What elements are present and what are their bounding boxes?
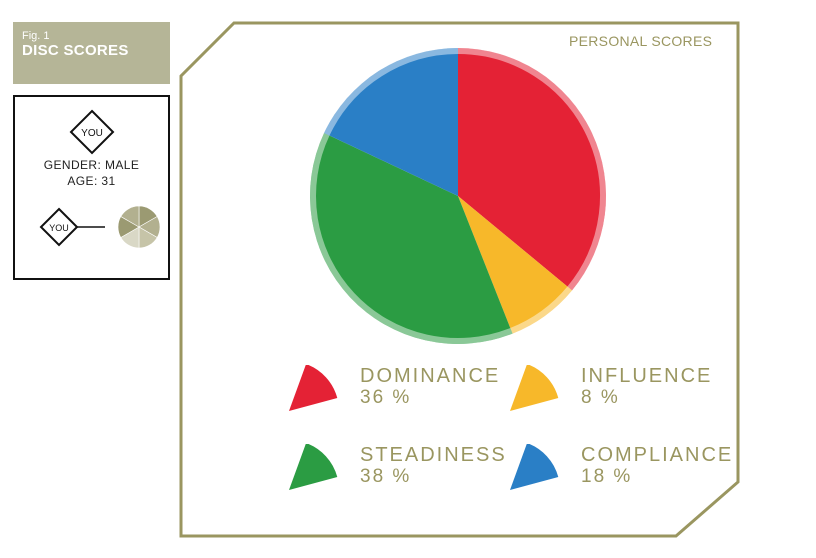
mini-pie-icon (117, 205, 161, 249)
pie-rim-influence (510, 286, 573, 334)
mini-badge-diamond (39, 207, 79, 247)
gender-text: GENDER: MALE (43, 158, 140, 172)
profile-card: YOU YOU GENDER: MALE AGE: 31 (13, 95, 170, 280)
pie-slice-steadiness (309, 132, 513, 345)
mini-badge-label: YOU (49, 223, 69, 233)
profile-info: GENDER: MALE AGE: 31 (15, 157, 168, 189)
pie-chart (309, 48, 606, 345)
legend-label: COMPLIANCE (581, 444, 734, 466)
legend-item-influence: INFLUENCE 8 % (510, 365, 730, 415)
you-badge: YOU (69, 109, 115, 155)
you-badge-diamond (69, 109, 115, 155)
pie-slice-dominance (458, 48, 606, 291)
legend-item-steadiness: STEADINESS 38 % (289, 444, 509, 494)
pie-rim-compliance (324, 48, 459, 136)
legend-value: 36 % (360, 387, 412, 408)
you-badge-label: YOU (81, 128, 103, 139)
legend-label: INFLUENCE (581, 365, 713, 387)
legend-swatch-dominance (289, 365, 338, 411)
legend-value: 18 % (581, 466, 633, 487)
legend-swatch-compliance (510, 444, 559, 490)
legend-item-dominance: DOMINANCE 36 % (289, 365, 509, 415)
profile-graphics: YOU YOU (39, 109, 161, 249)
legend-label: STEADINESS (360, 444, 507, 466)
legend-value: 8 % (581, 387, 620, 408)
age-text: AGE: 31 (67, 174, 116, 188)
legend-item-compliance: COMPLIANCE 18 % (510, 444, 734, 494)
legend-swatch-steadiness (289, 444, 338, 490)
legend-label: DOMINANCE (360, 365, 501, 387)
legend-swatch-influence (510, 365, 559, 411)
mini-pie-wedge (120, 205, 140, 228)
pie-slice-compliance (324, 48, 458, 196)
pie-rim-dominance (457, 48, 606, 291)
figure-number: Fig. 1 (22, 30, 50, 42)
panel-frame (179, 21, 740, 538)
pie-rim-steadiness (310, 132, 513, 344)
chart-title: PERSONAL SCORES (569, 33, 713, 49)
figure-caption: Fig. 1 DISC SCORES (13, 22, 170, 84)
pie-slice-influence (458, 196, 573, 334)
mini-you-badge: YOU (39, 207, 105, 247)
figure-title: DISC SCORES (22, 42, 129, 59)
legend-value: 38 % (360, 466, 412, 487)
